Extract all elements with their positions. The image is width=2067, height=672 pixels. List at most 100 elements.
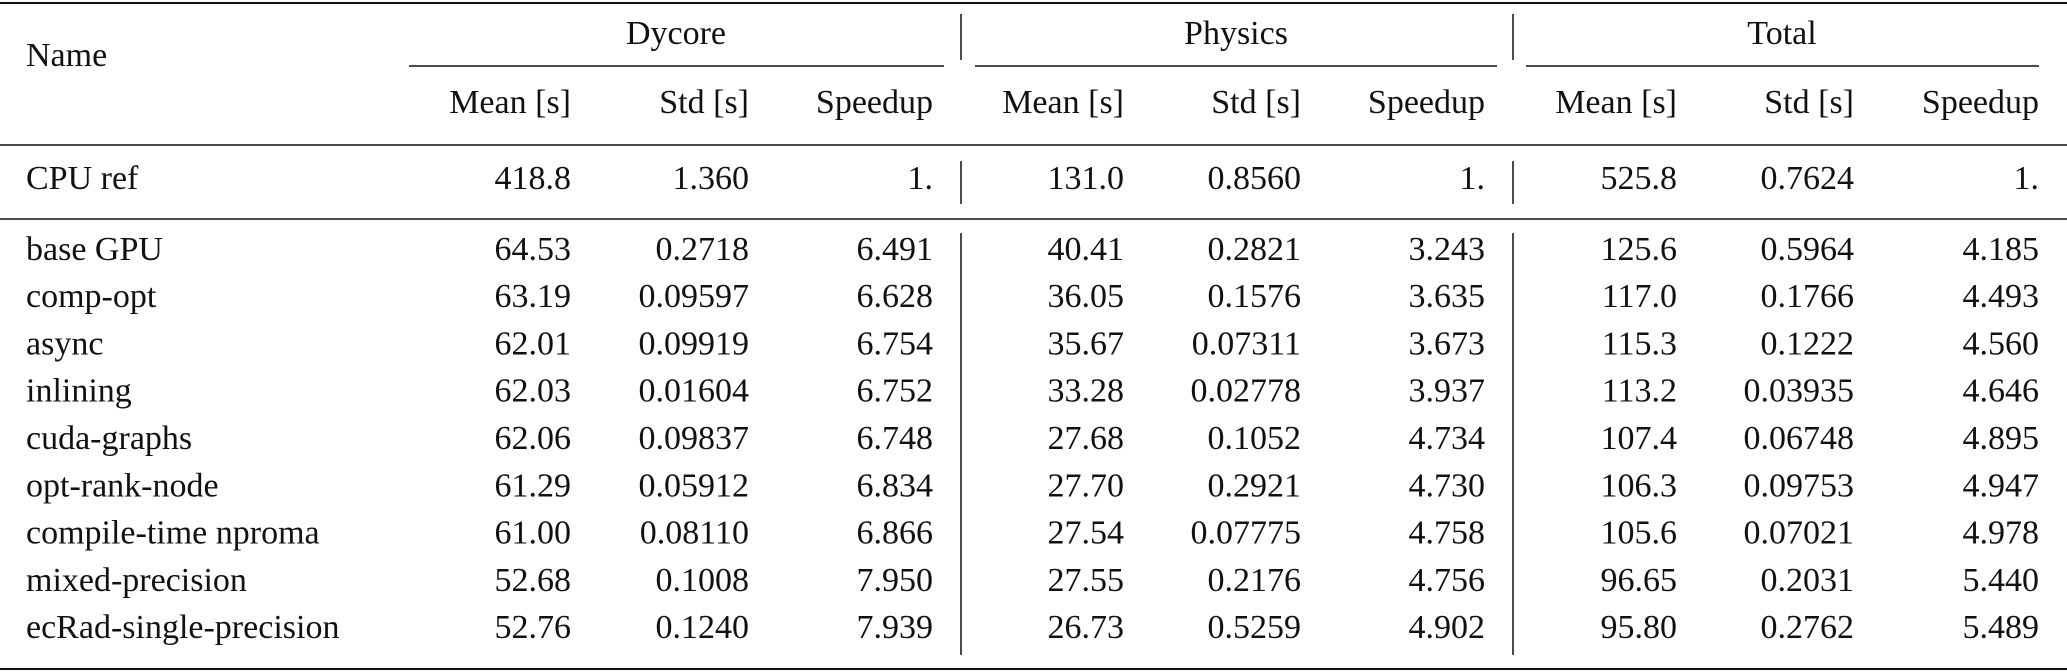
cell-value: 6.834 (857, 467, 934, 504)
cell-value: 27.70 (1048, 467, 1125, 504)
cell-value: 36.05 (1048, 278, 1125, 315)
cell-value: 0.1576 (1208, 278, 1302, 315)
row-name: comp-opt (26, 278, 157, 315)
row-name: mixed-precision (26, 562, 247, 599)
row-name: compile-time nproma (26, 515, 320, 552)
cell-value: 418.8 (495, 160, 572, 197)
cell-value: 61.00 (495, 515, 572, 552)
cell-value: 64.53 (495, 231, 572, 268)
cell-value: 4.730 (1409, 467, 1486, 504)
cell-value: 4.560 (1963, 325, 2040, 362)
cell-value: 1.360 (673, 160, 750, 197)
cell-value: 6.748 (857, 420, 934, 457)
cell-value: 0.09597 (639, 278, 750, 315)
cell-value: 27.54 (1048, 515, 1125, 552)
cell-value: 0.1008 (656, 562, 750, 599)
cell-value: 105.6 (1601, 515, 1678, 552)
cell-value: 0.09837 (639, 420, 750, 457)
column-header: Std [s] (659, 84, 749, 121)
cell-value: 0.2718 (656, 231, 750, 268)
group-header: Dycore (626, 15, 726, 52)
cell-value: 0.09753 (1744, 467, 1855, 504)
cell-value: 5.489 (1963, 609, 2040, 646)
cell-value: 27.55 (1048, 562, 1125, 599)
cell-value: 0.2762 (1761, 609, 1855, 646)
cell-value: 0.7624 (1761, 160, 1855, 197)
column-header: Mean [s] (1002, 84, 1124, 121)
cell-value: 61.29 (495, 467, 572, 504)
cell-value: 4.734 (1409, 420, 1486, 457)
cell-value: 0.5259 (1208, 609, 1302, 646)
cell-value: 0.08110 (640, 515, 749, 552)
cell-value: 1. (2014, 160, 2040, 197)
cell-value: 0.09919 (639, 325, 750, 362)
cell-value: 4.902 (1409, 609, 1486, 646)
row-name: CPU ref (26, 160, 139, 197)
cell-value: 0.05912 (639, 467, 750, 504)
cell-value: 27.68 (1048, 420, 1125, 457)
cell-value: 0.2031 (1761, 562, 1855, 599)
cell-value: 5.440 (1963, 562, 2040, 599)
cell-value: 40.41 (1048, 231, 1125, 268)
cell-value: 4.978 (1963, 515, 2040, 552)
cell-value: 7.939 (857, 609, 934, 646)
cell-value: 107.4 (1601, 420, 1678, 457)
cell-value: 0.02778 (1191, 373, 1302, 410)
cell-value: 1. (908, 160, 934, 197)
cell-value: 52.68 (495, 562, 572, 599)
cell-value: 0.1222 (1761, 325, 1855, 362)
column-header: Mean [s] (1555, 84, 1677, 121)
cell-value: 3.635 (1409, 278, 1486, 315)
cell-value: 0.07775 (1191, 515, 1302, 552)
cell-value: 131.0 (1048, 160, 1125, 197)
cell-value: 6.628 (857, 278, 934, 315)
cell-value: 4.758 (1409, 515, 1486, 552)
cell-value: 95.80 (1601, 609, 1678, 646)
cell-value: 26.73 (1048, 609, 1125, 646)
cell-value: 52.76 (495, 609, 572, 646)
cell-value: 35.67 (1048, 325, 1125, 362)
group-header: Physics (1184, 15, 1288, 52)
cell-value: 4.493 (1963, 278, 2040, 315)
cell-value: 0.5964 (1761, 231, 1855, 268)
cell-value: 62.01 (495, 325, 572, 362)
cell-value: 4.756 (1409, 562, 1486, 599)
cell-value: 117.0 (1602, 278, 1677, 315)
cell-value: 62.03 (495, 373, 572, 410)
cell-value: 0.07311 (1192, 325, 1301, 362)
row-name: async (26, 325, 103, 362)
cell-value: 0.1052 (1208, 420, 1302, 457)
column-header: Speedup (1922, 84, 2039, 121)
cell-value: 3.937 (1409, 373, 1486, 410)
column-header: Std [s] (1764, 84, 1854, 121)
cell-value: 0.1766 (1761, 278, 1855, 315)
cell-value: 0.03935 (1744, 373, 1855, 410)
column-header: Mean [s] (449, 84, 571, 121)
cell-value: 4.947 (1963, 467, 2040, 504)
column-header: Speedup (816, 84, 933, 121)
cell-value: 113.2 (1602, 373, 1677, 410)
cell-value: 115.3 (1602, 325, 1677, 362)
cell-value: 4.895 (1963, 420, 2040, 457)
cell-value: 3.243 (1409, 231, 1486, 268)
cell-value: 96.65 (1601, 562, 1678, 599)
row-name: ecRad-single-precision (26, 609, 339, 646)
cell-value: 63.19 (495, 278, 572, 315)
cell-value: 62.06 (495, 420, 572, 457)
cell-value: 0.01604 (639, 373, 750, 410)
cell-value: 6.866 (857, 515, 934, 552)
cell-value: 0.8560 (1208, 160, 1302, 197)
cell-value: 6.754 (857, 325, 934, 362)
cell-value: 4.646 (1963, 373, 2040, 410)
cell-value: 0.06748 (1744, 420, 1855, 457)
row-name: opt-rank-node (26, 467, 219, 504)
cell-value: 0.1240 (656, 609, 750, 646)
column-header: Speedup (1368, 84, 1485, 121)
cell-value: 3.673 (1409, 325, 1486, 362)
cell-value: 1. (1460, 160, 1486, 197)
cell-value: 6.752 (857, 373, 934, 410)
cell-value: 0.07021 (1744, 515, 1855, 552)
group-header: Total (1747, 15, 1816, 52)
cell-value: 0.2921 (1208, 467, 1302, 504)
